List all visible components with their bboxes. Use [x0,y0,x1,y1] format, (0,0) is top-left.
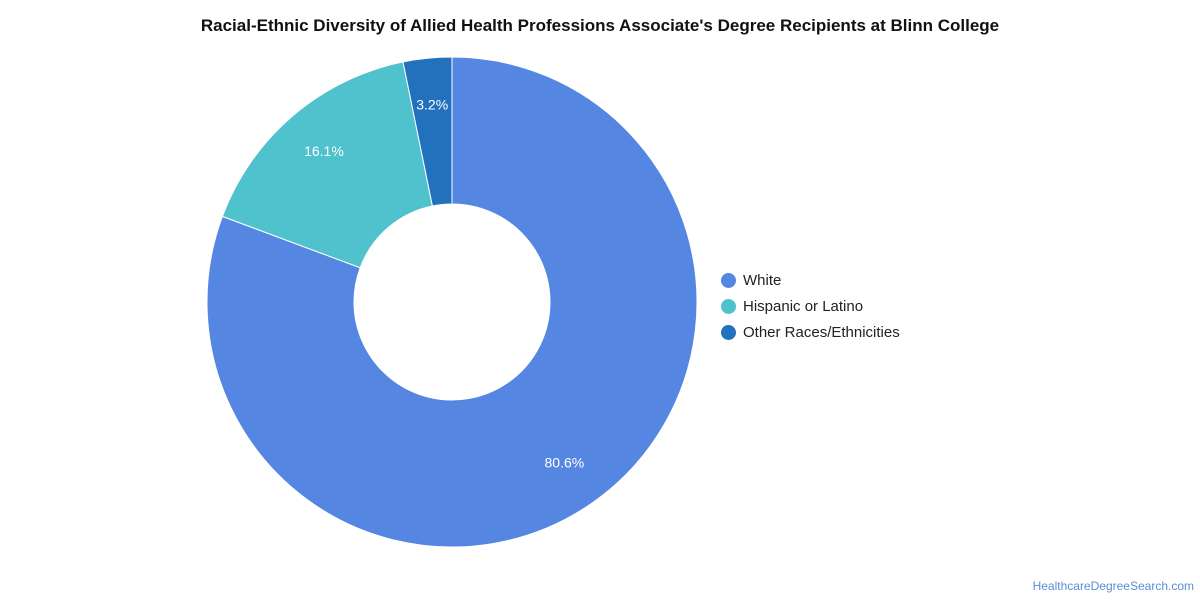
legend-label-other-races-ethnicities: Other Races/Ethnicities [743,323,900,341]
source-link[interactable]: HealthcareDegreeSearch.com [1032,579,1194,593]
slice-label-other-races-ethnicities: 3.2% [416,97,448,113]
chart-legend: White Hispanic or Latino Other Races/Eth… [721,267,900,345]
donut-slice-labels: 80.6% 16.1% 3.2% [304,97,584,471]
legend-swatch-hispanic-or-latino [721,298,736,314]
chart-title: Racial-Ethnic Diversity of Allied Health… [200,16,1000,35]
legend-swatch-other-races-ethnicities [721,324,736,340]
slice-other-races-ethnicities[interactable] [402,56,453,207]
legend-swatch-white [721,272,736,288]
legend-label-white: White [743,271,782,289]
slice-hispanic-or-latino[interactable] [221,61,433,269]
legend-item-hispanic-or-latino[interactable]: Hispanic or Latino [721,293,900,319]
slice-label-hispanic-or-latino: 16.1% [304,143,344,159]
legend-item-white[interactable]: White [721,267,900,293]
slice-white[interactable] [206,56,698,548]
donut-slices [206,56,698,548]
legend-item-other-races-ethnicities[interactable]: Other Races/Ethnicities [721,319,900,345]
legend-label-hispanic-or-latino: Hispanic or Latino [743,297,864,315]
slice-label-white: 80.6% [545,455,585,471]
